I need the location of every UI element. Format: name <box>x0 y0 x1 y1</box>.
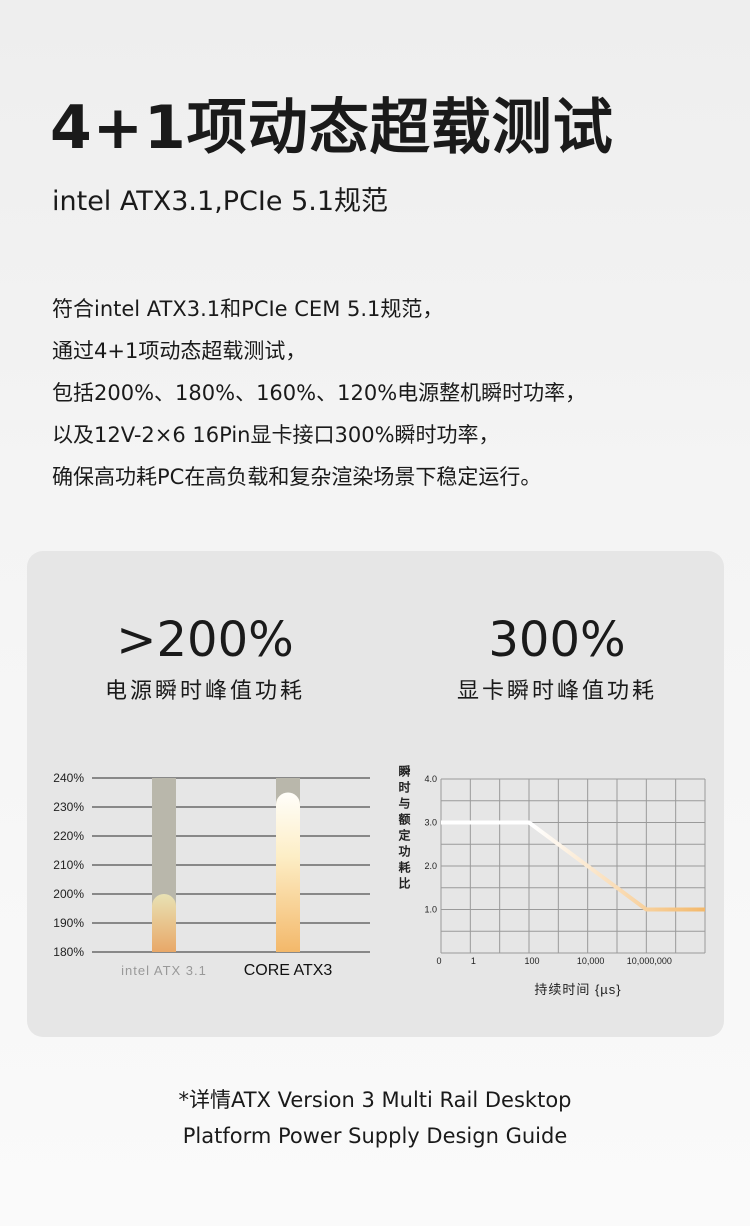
stat-label-gpu: 显卡瞬时峰值功耗 <box>456 679 657 704</box>
description-line: 包括200%、180%、160%、120%电源整机瞬时功率， <box>52 381 587 405</box>
footer-line: Platform Power Supply Design Guide <box>182 1124 568 1148</box>
stat-label-psu: 电源瞬时峰值功耗 <box>104 679 305 704</box>
stat-value-gpu: 300% <box>488 612 626 668</box>
x-tick-label: 0 <box>436 956 441 966</box>
page-title: 4+1项动态超载测试 <box>50 93 614 163</box>
y-tick-label: 230% <box>53 800 84 814</box>
y-tick-label: 200% <box>53 887 84 901</box>
bar <box>152 894 176 952</box>
y-tick-label: 4.0 <box>424 774 437 784</box>
y-tick-label: 220% <box>53 829 84 843</box>
x-category-label: CORE ATX3 <box>244 962 333 979</box>
footer-note: *详情ATX Version 3 Multi Rail Desktop Plat… <box>0 1082 750 1154</box>
y-axis-title: 瞬时与额定功耗比 <box>397 764 411 893</box>
stats-card <box>27 551 724 1037</box>
description-line: 以及12V-2×6 16Pin显卡接口300%瞬时功率， <box>52 423 500 447</box>
description-line: 确保高功耗PC在高负载和复杂渲染场景下稳定运行。 <box>52 465 542 489</box>
description-line: 符合intel ATX3.1和PCIe CEM 5.1规范， <box>52 297 444 321</box>
series-line <box>441 820 705 912</box>
x-tick-label: 10,000,000 <box>627 956 672 966</box>
footer-line: *详情ATX Version 3 Multi Rail Desktop <box>178 1088 572 1112</box>
y-tick-label: 190% <box>53 916 84 930</box>
y-tick-label: 240% <box>53 771 84 785</box>
x-axis-title: 持续时间 {µs} <box>534 982 621 997</box>
x-tick-label: 1 <box>471 956 476 966</box>
description-line: 通过4+1项动态超载测试， <box>52 339 307 363</box>
x-category-label: intel ATX 3.1 <box>121 963 207 978</box>
bar <box>276 792 300 952</box>
x-tick-label: 100 <box>524 956 539 966</box>
y-tick-label: 180% <box>53 945 84 959</box>
y-tick-label: 3.0 <box>424 818 437 828</box>
y-tick-label: 1.0 <box>424 905 437 915</box>
y-tick-label: 210% <box>53 858 84 872</box>
y-tick-label: 2.0 <box>424 861 437 871</box>
x-tick-label: 10,000 <box>577 956 605 966</box>
page-subtitle: intel ATX3.1,PCIe 5.1规范 <box>52 186 389 217</box>
description: 符合intel ATX3.1和PCIe CEM 5.1规范， 通过4+1项动态超… <box>52 288 586 498</box>
stat-value-psu: >200% <box>116 612 294 668</box>
